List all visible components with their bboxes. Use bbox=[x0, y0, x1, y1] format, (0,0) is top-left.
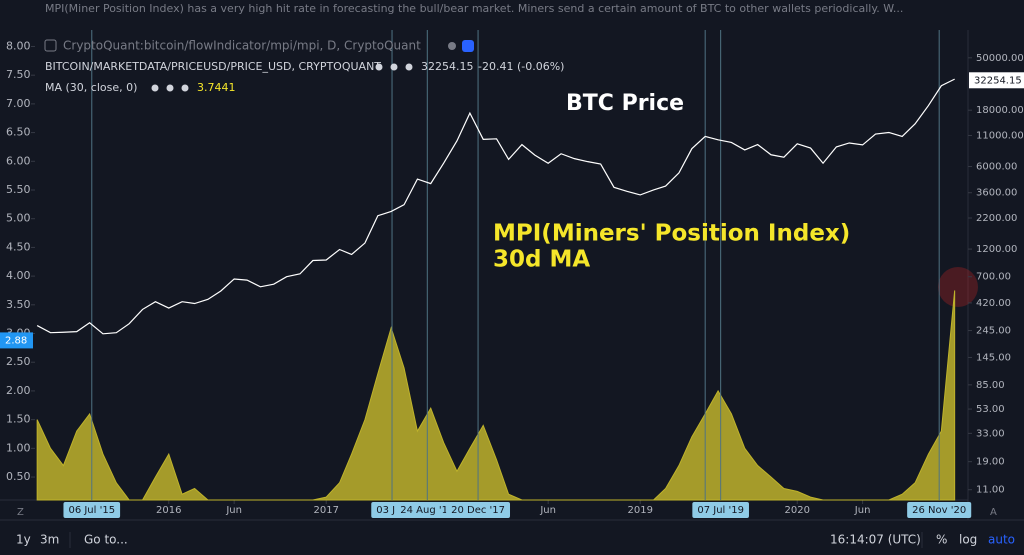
y2-tick-label: 1200.00 bbox=[976, 244, 1017, 255]
range-button[interactable]: 3m bbox=[40, 533, 59, 547]
legend-change: -20.41 (-0.06%) bbox=[478, 60, 564, 73]
x-tick-label: 2019 bbox=[627, 505, 652, 516]
marker-label: 26 Nov '20 bbox=[912, 505, 966, 516]
y-tick-label: 6.50 bbox=[6, 126, 31, 139]
marker-label-bg bbox=[907, 502, 972, 518]
legend-toggle[interactable] bbox=[448, 42, 456, 50]
auto-button[interactable]: auto bbox=[988, 533, 1015, 547]
annotation: 30d MA bbox=[493, 247, 590, 273]
goto-button[interactable]: Go to... bbox=[84, 533, 128, 547]
description: MPI(Miner Position Index) has a very hig… bbox=[45, 2, 903, 15]
y-tick-label: 7.50 bbox=[6, 68, 31, 81]
legend-gear[interactable] bbox=[390, 63, 398, 71]
y-tick-label: 8.00 bbox=[6, 39, 31, 52]
legend-value: 3.7441 bbox=[197, 81, 236, 94]
axis-button[interactable]: A bbox=[990, 507, 997, 518]
y2-tick-label: 245.00 bbox=[976, 326, 1011, 337]
x-tick-label: Jun bbox=[539, 505, 556, 516]
marker-label-bg bbox=[63, 502, 121, 518]
clock: 16:14:07 (UTC) bbox=[830, 533, 921, 547]
y-tick-label: 0.50 bbox=[6, 470, 31, 483]
y-tick-label: 2.00 bbox=[6, 384, 31, 397]
annotation: BTC Price bbox=[566, 91, 684, 116]
y-tick-label: 4.00 bbox=[6, 269, 31, 282]
axis-button[interactable]: Z bbox=[17, 507, 24, 518]
y2-tick-label: 145.00 bbox=[976, 352, 1011, 363]
y2-marker-bg bbox=[969, 72, 1024, 89]
x-tick-label: 2017 bbox=[313, 505, 338, 516]
legend-close[interactable] bbox=[405, 63, 413, 71]
y-tick-label: 5.50 bbox=[6, 183, 31, 196]
y2-tick-label: 19.00 bbox=[976, 457, 1005, 468]
percent-button[interactable]: % bbox=[936, 533, 947, 547]
y2-tick-label: 6000.00 bbox=[976, 162, 1017, 173]
legend-eye[interactable] bbox=[151, 84, 159, 92]
y2-tick-label: 2200.00 bbox=[976, 213, 1017, 224]
y2-tick-label: 53.00 bbox=[976, 404, 1005, 415]
y-tick-label: 1.00 bbox=[6, 441, 31, 454]
y2-tick-label: 50000.00 bbox=[976, 53, 1024, 64]
log-button[interactable]: log bbox=[959, 533, 977, 547]
marker-label: 24 Aug '17 bbox=[400, 505, 454, 516]
marker-label: 20 Dec '17 bbox=[451, 505, 505, 516]
y2-tick-label: 18000.00 bbox=[976, 105, 1024, 116]
price-line bbox=[36, 78, 955, 335]
x-tick-label: 2020 bbox=[785, 505, 810, 516]
legend-price: 32254.15 bbox=[421, 60, 474, 73]
legend-series: MA (30, close, 0) bbox=[45, 81, 137, 94]
mpi-area bbox=[36, 290, 956, 501]
y-tick-label: 6.00 bbox=[6, 154, 31, 167]
marker-label-bg bbox=[446, 502, 511, 518]
legend-close[interactable] bbox=[181, 84, 189, 92]
y-tick-label: 1.50 bbox=[6, 413, 31, 426]
y2-tick-label: 420.00 bbox=[976, 298, 1011, 309]
x-tick-label: Jun bbox=[854, 505, 871, 516]
y-tick-label: 5.00 bbox=[6, 212, 31, 225]
y-tick-label: 4.50 bbox=[6, 240, 31, 253]
y2-tick-label: 33.00 bbox=[976, 428, 1005, 439]
legend-icon bbox=[44, 39, 57, 52]
legend-eye[interactable] bbox=[375, 63, 383, 71]
plot: 0.501.001.502.002.503.003.504.004.505.00… bbox=[0, 30, 1024, 518]
range-button[interactable]: 1y bbox=[16, 533, 31, 547]
y-tick-label: 3.50 bbox=[6, 298, 31, 311]
marker-label: 03 Jun bbox=[376, 505, 408, 516]
highlight-circle bbox=[938, 267, 978, 307]
marker-label: 07 Jul '19 bbox=[697, 505, 744, 516]
marker-label-bg bbox=[395, 502, 460, 518]
y-tick-label: 7.00 bbox=[6, 97, 31, 110]
marker-label: 06 Jul '15 bbox=[68, 505, 115, 516]
y2-tick-label: 3600.00 bbox=[976, 188, 1017, 199]
x-tick-label: Jun bbox=[225, 505, 242, 516]
legend-series: BITCOIN/MARKETDATA/PRICEUSD/PRICE_USD, C… bbox=[45, 60, 381, 73]
y2-marker-label: 32254.15 bbox=[974, 75, 1022, 86]
legend-gear[interactable] bbox=[166, 84, 174, 92]
x-tick-label: 2016 bbox=[156, 505, 181, 516]
y2-tick-label: 700.00 bbox=[976, 272, 1011, 283]
y2-tick-label: 85.00 bbox=[976, 380, 1005, 391]
y-tick-label: 2.50 bbox=[6, 355, 31, 368]
legend-settings[interactable] bbox=[462, 40, 474, 52]
y-marker-bg bbox=[0, 332, 33, 349]
legend-source: CryptoQuant:bitcoin/flowIndicator/mpi/mp… bbox=[63, 39, 421, 53]
y2-tick-label: 11.00 bbox=[976, 485, 1005, 496]
marker-label-bg bbox=[692, 502, 749, 518]
y-marker-label: 2.88 bbox=[5, 335, 27, 346]
annotation: MPI(Miners' Position Index) bbox=[493, 221, 850, 247]
y2-tick-label: 11000.00 bbox=[976, 130, 1024, 141]
